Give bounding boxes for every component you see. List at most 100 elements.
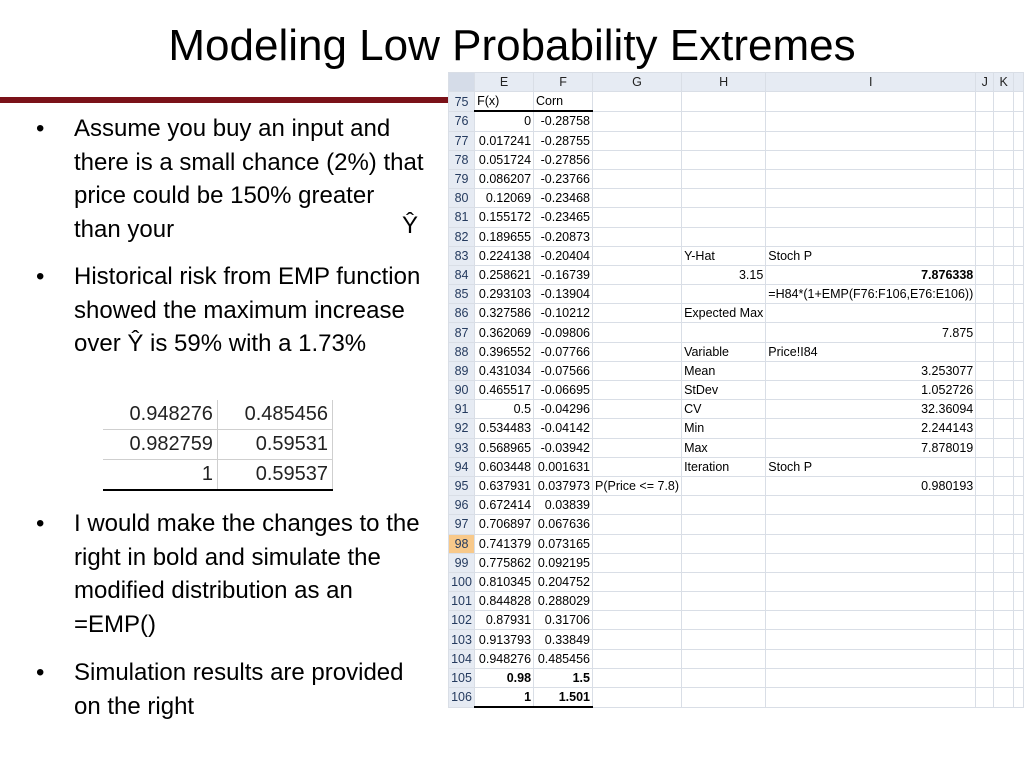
row-header[interactable]: 91 — [448, 399, 476, 420]
cell-h[interactable] — [681, 168, 767, 190]
cell-h[interactable] — [681, 475, 767, 497]
cell-f[interactable]: -0.28755 — [533, 130, 593, 151]
cell-h[interactable]: 3.15 — [681, 264, 767, 286]
cell-h[interactable] — [681, 495, 767, 516]
cell-f[interactable]: 0.001631 — [533, 456, 593, 477]
row-header[interactable]: 99 — [448, 552, 476, 573]
cell-g[interactable] — [591, 91, 683, 112]
cell-k[interactable] — [993, 687, 1015, 708]
cell-h[interactable]: Expected Max — [681, 303, 767, 324]
row-header[interactable]: 103 — [448, 629, 476, 650]
cell-f[interactable]: 0.092195 — [533, 552, 593, 573]
cell-blank[interactable] — [1013, 341, 1024, 362]
cell-k[interactable] — [993, 648, 1015, 669]
cell-i[interactable]: 32.36094 — [765, 399, 977, 420]
cell-e[interactable]: 0.465517 — [474, 379, 535, 401]
cell-j[interactable] — [975, 495, 995, 516]
cell-g[interactable] — [591, 591, 683, 612]
cell-blank[interactable] — [1013, 264, 1024, 286]
row-header[interactable]: 98 — [448, 533, 476, 554]
cell-blank[interactable] — [1013, 322, 1024, 343]
cell-f[interactable]: -0.16739 — [533, 264, 593, 286]
cell-j[interactable] — [975, 322, 995, 343]
cell-j[interactable] — [975, 629, 995, 650]
cell-f[interactable]: -0.23465 — [533, 207, 593, 228]
cell-g[interactable] — [591, 379, 683, 401]
cell-i[interactable]: 3.253077 — [765, 360, 977, 382]
cell-blank[interactable] — [1013, 552, 1024, 573]
cell-e[interactable]: 0.051724 — [474, 149, 535, 170]
cell-k[interactable] — [993, 437, 1015, 458]
cell-f[interactable]: 0.037973 — [533, 475, 593, 497]
row-header[interactable]: 84 — [448, 264, 476, 286]
cell-f[interactable]: 0.03839 — [533, 495, 593, 516]
cell-g[interactable] — [591, 514, 683, 535]
row-header[interactable]: 87 — [448, 322, 476, 343]
cell-j[interactable] — [975, 667, 995, 689]
cell-g[interactable] — [591, 648, 683, 669]
cell-h[interactable] — [681, 629, 767, 650]
row-header[interactable]: 95 — [448, 475, 476, 497]
cell-e[interactable]: 0.155172 — [474, 207, 535, 228]
cell-g[interactable] — [591, 437, 683, 458]
cell-i[interactable] — [765, 667, 977, 689]
cell-j[interactable] — [975, 571, 995, 593]
cell-g[interactable] — [591, 264, 683, 286]
cell-e[interactable]: 0.603448 — [474, 456, 535, 477]
cell-blank[interactable] — [1013, 571, 1024, 593]
cell-f[interactable]: -0.04142 — [533, 418, 593, 439]
cell-k[interactable] — [993, 168, 1015, 190]
cell-h[interactable] — [681, 188, 767, 209]
cell-g[interactable] — [591, 495, 683, 516]
row-header[interactable]: 75 — [448, 91, 476, 112]
cell-j[interactable] — [975, 130, 995, 151]
row-header[interactable]: 106 — [448, 687, 476, 708]
cell-j[interactable] — [975, 552, 995, 573]
cell-e[interactable]: 0.189655 — [474, 226, 535, 247]
cell-blank[interactable] — [1013, 303, 1024, 324]
cell-j[interactable] — [975, 437, 995, 458]
cell-f[interactable]: -0.13904 — [533, 284, 593, 305]
cell-i[interactable]: Price!I84 — [765, 341, 977, 362]
cell-k[interactable] — [993, 456, 1015, 477]
row-header[interactable]: 105 — [448, 667, 476, 689]
cell-i[interactable] — [765, 110, 977, 132]
cell-e[interactable]: 0.293103 — [474, 284, 535, 305]
cell-j[interactable] — [975, 591, 995, 612]
cell-f[interactable]: -0.07766 — [533, 341, 593, 362]
cell-g[interactable] — [591, 629, 683, 650]
cell-k[interactable] — [993, 341, 1015, 362]
cell-e[interactable]: 0.948276 — [474, 648, 535, 669]
cell-f[interactable]: -0.07566 — [533, 360, 593, 382]
cell-e[interactable]: 0.913793 — [474, 629, 535, 650]
row-header[interactable]: 93 — [448, 437, 476, 458]
cell-e[interactable]: 0.568965 — [474, 437, 535, 458]
cell-j[interactable] — [975, 475, 995, 497]
row-header[interactable]: 81 — [448, 207, 476, 228]
cell-i[interactable] — [765, 149, 977, 170]
cell-blank[interactable] — [1013, 629, 1024, 650]
row-header[interactable]: 82 — [448, 226, 476, 247]
cell-k[interactable] — [993, 360, 1015, 382]
cell-e[interactable]: 0.258621 — [474, 264, 535, 286]
cell-j[interactable] — [975, 687, 995, 708]
cell-f[interactable]: 1.501 — [533, 687, 593, 709]
cell-h[interactable] — [681, 533, 767, 554]
cell-blank[interactable] — [1013, 475, 1024, 497]
cell-k[interactable] — [993, 667, 1015, 689]
row-header[interactable]: 104 — [448, 648, 476, 669]
row-header[interactable]: 101 — [448, 591, 476, 612]
cell-e[interactable]: 0.775862 — [474, 552, 535, 573]
cell-i[interactable] — [765, 648, 977, 669]
cell-h[interactable] — [681, 322, 767, 343]
cell-f[interactable]: 0.073165 — [533, 533, 593, 554]
cell-blank[interactable] — [1013, 667, 1024, 689]
cell-k[interactable] — [993, 475, 1015, 497]
cell-h[interactable]: StDev — [681, 379, 767, 401]
cell-k[interactable] — [993, 379, 1015, 401]
cell-e[interactable]: 0.5 — [474, 399, 535, 420]
cell-h[interactable]: Y-Hat — [681, 245, 767, 266]
cell-f[interactable]: 0.31706 — [533, 610, 593, 631]
cell-i[interactable] — [765, 687, 977, 708]
cell-h[interactable] — [681, 552, 767, 573]
